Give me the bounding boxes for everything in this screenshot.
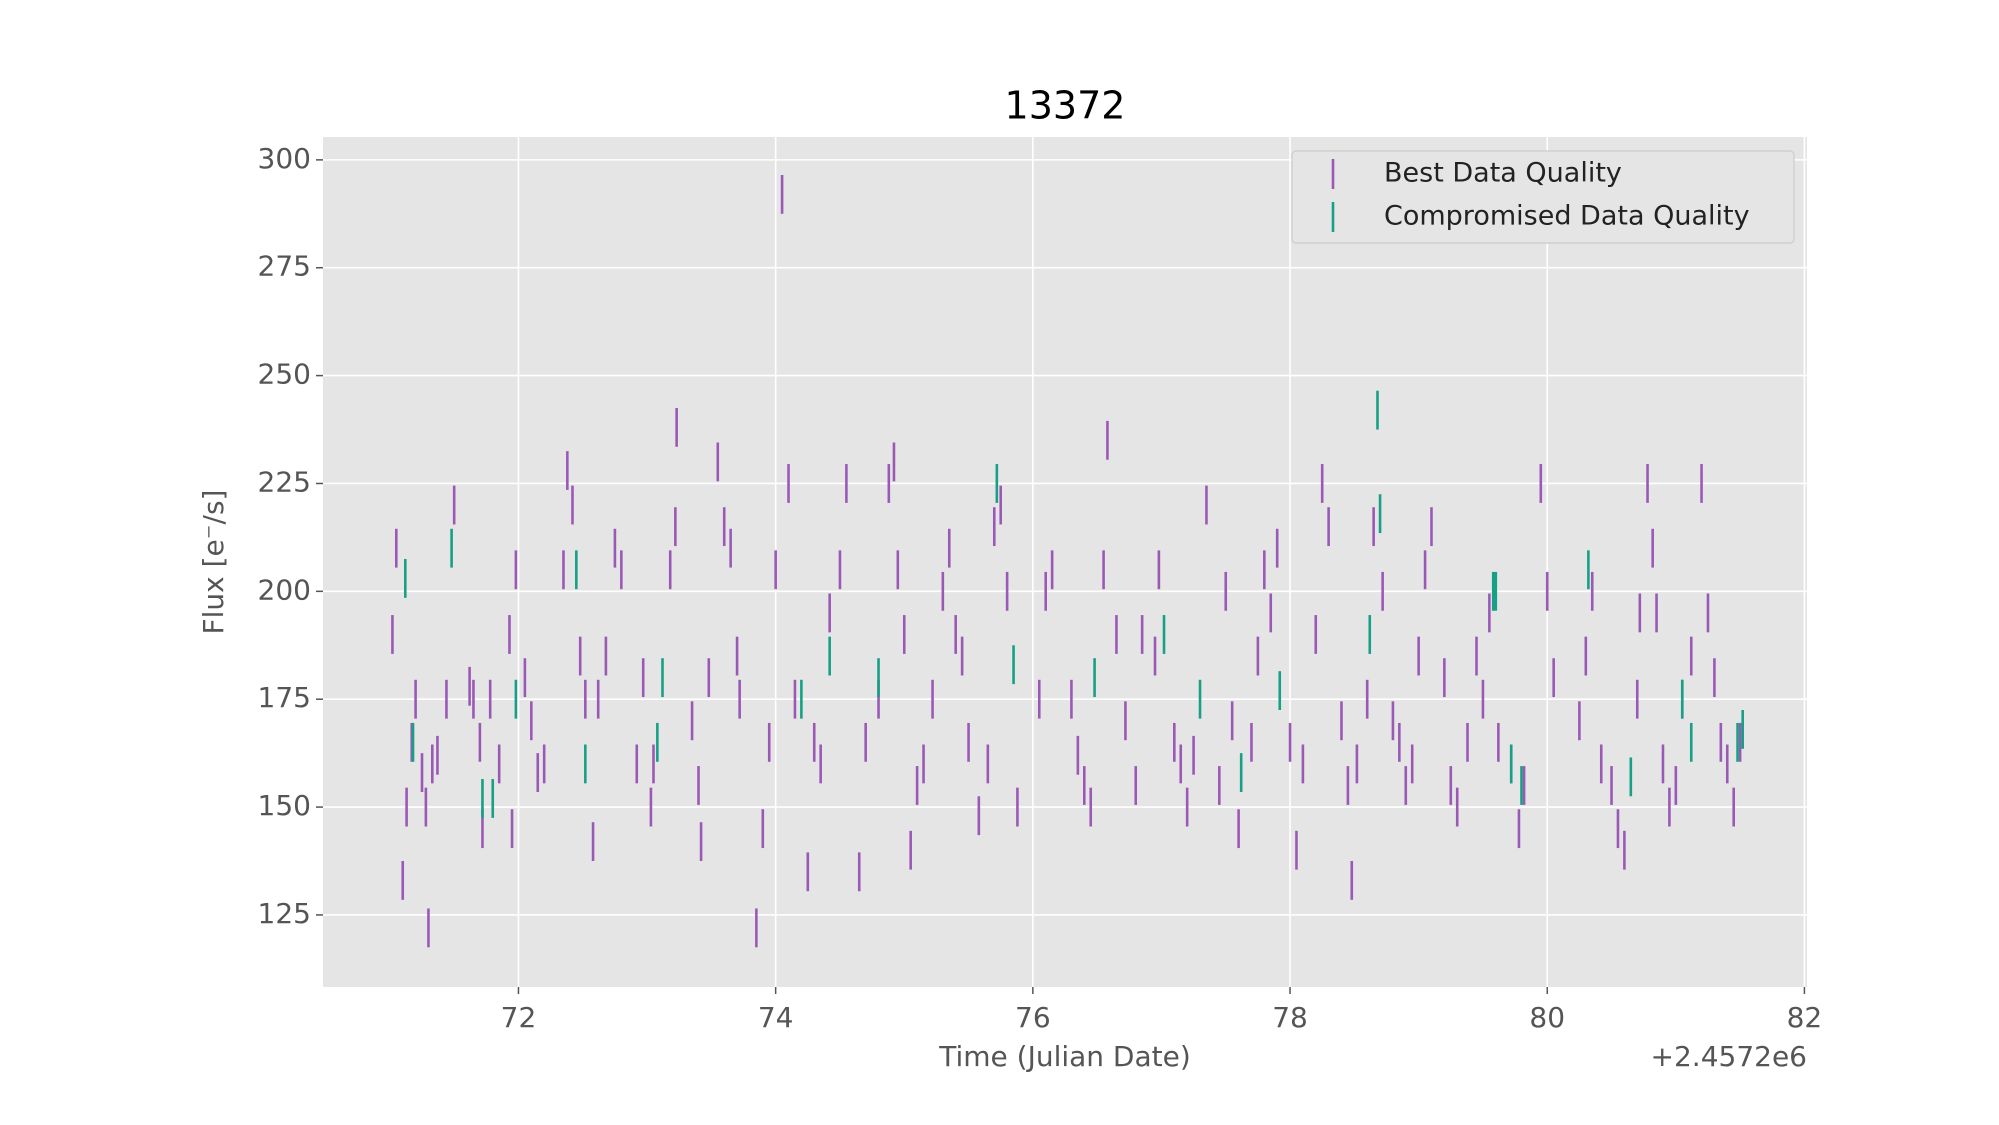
y-tick-label: 150	[258, 789, 311, 822]
legend-label: Compromised Data Quality	[1384, 201, 1750, 232]
chart-title: 13372	[1005, 84, 1126, 128]
y-tick-label: 300	[258, 142, 311, 175]
grid: 72 74 76 78 80 82 125 150 175 200 225 250 275 300	[258, 137, 1823, 1034]
y-tick-label: 125	[258, 897, 311, 930]
plot-area	[323, 137, 1807, 987]
x-tick-label: 82	[1787, 1001, 1823, 1034]
y-axis-label: Flux [e⁻/s]	[197, 490, 230, 635]
x-tick-label: 74	[758, 1001, 794, 1034]
legend-label: Best Data Quality	[1384, 158, 1622, 189]
y-tick-label: 200	[258, 573, 311, 606]
legend-box	[1291, 150, 1795, 244]
x-tick-label: 80	[1529, 1001, 1565, 1034]
legend: Best Data Quality Compromised Data Qualit…	[1291, 150, 1795, 244]
y-tick-label: 225	[258, 465, 311, 498]
x-offset-label: +2.4572e6	[1651, 1040, 1807, 1073]
x-tick-label: 78	[1272, 1001, 1308, 1034]
y-tick-label: 275	[258, 250, 311, 283]
x-tick-label: 72	[501, 1001, 537, 1034]
y-tick-label: 250	[258, 358, 311, 391]
y-tick-label: 175	[258, 681, 311, 714]
data-marks	[391, 174, 1745, 948]
x-axis-label: Time (Julian Date)	[938, 1040, 1191, 1073]
x-tick-label: 76	[1015, 1001, 1051, 1034]
